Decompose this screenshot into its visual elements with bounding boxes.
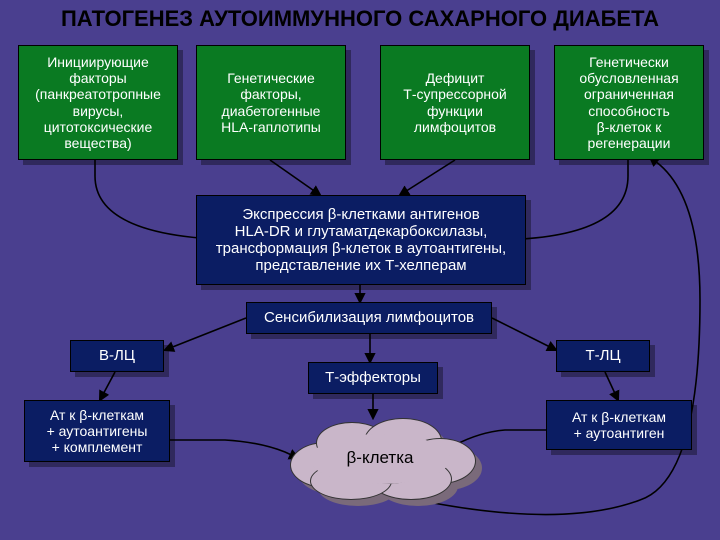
arrow-5 (165, 318, 246, 350)
beta-cell-cloud: β-клетка (280, 418, 480, 498)
diagram-canvas: ПАТОГЕНЕЗ АУТОИММУННОГО САХАРНОГО ДИАБЕТ… (0, 0, 720, 540)
box-top1: Инициирующие факторы (панкреатотропные в… (18, 45, 178, 160)
arrow-6 (492, 318, 556, 350)
box-expr: Экспрессия β-клетками антигенов HLA-DR и… (196, 195, 526, 285)
box-top4: Генетически обусловленная ограниченная с… (554, 45, 704, 160)
arrow-2 (400, 160, 455, 195)
arrow-1 (270, 160, 320, 195)
box-top2: Генетические факторы, диабетогенные HLA-… (196, 45, 346, 160)
box-atk1: Ат к β-клеткам + аутоантигены + комплеме… (24, 400, 170, 462)
box-tlc: Т-ЛЦ (556, 340, 650, 372)
box-sens: Сенсибилизация лимфоцитов (246, 302, 492, 334)
box-teff: Т-эффекторы (308, 362, 438, 394)
box-atk2: Ат к β-клеткам + аутоантиген (546, 400, 692, 450)
box-vlc: В-ЛЦ (70, 340, 164, 372)
diagram-title: ПАТОГЕНЕЗ АУТОИММУННОГО САХАРНОГО ДИАБЕТ… (0, 6, 720, 32)
arrow-11 (170, 440, 298, 458)
box-top3: Дефицит Т-супрессорной функции лимфоцито… (380, 45, 530, 160)
beta-cell-label: β-клетка (280, 418, 480, 498)
